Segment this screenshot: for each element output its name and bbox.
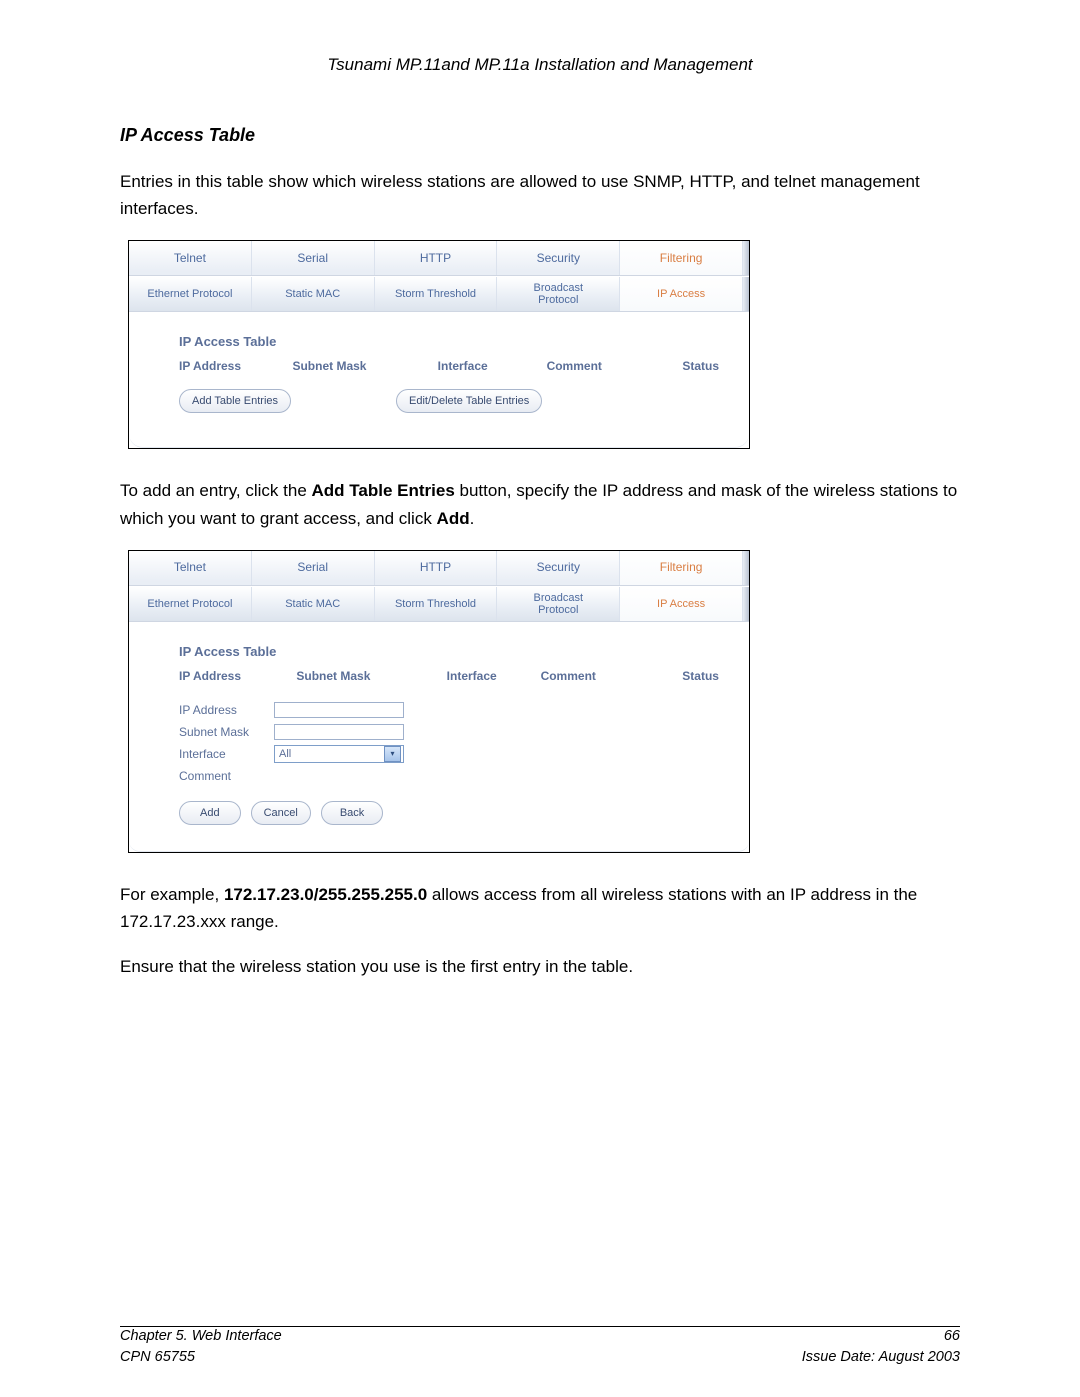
label-ip-address: IP Address: [179, 703, 274, 717]
panel-body: IP Access Table IP Address Subnet Mask I…: [129, 312, 749, 429]
tab-security[interactable]: Security: [497, 551, 620, 585]
top-tab-row: Telnet Serial HTTP Security Filtering: [129, 241, 749, 276]
panel-bottom: [129, 841, 749, 852]
subtab-static-mac[interactable]: Static MAC: [252, 587, 375, 621]
paragraph-add-instructions: To add an entry, click the Add Table Ent…: [120, 477, 960, 531]
bold-add: Add: [437, 509, 470, 528]
button-row: Add Table Entries Edit/Delete Table Entr…: [179, 389, 719, 413]
ip-access-table-title: IP Access Table: [179, 334, 719, 349]
col-comment: Comment: [547, 359, 647, 373]
footer-chapter: Chapter 5. Web Interface: [120, 1326, 282, 1346]
form-row-comment: Comment: [179, 765, 719, 787]
footer-page-number: 66: [802, 1326, 960, 1346]
footer-left: Chapter 5. Web Interface CPN 65755: [120, 1326, 282, 1367]
cancel-button[interactable]: Cancel: [251, 801, 311, 825]
sub-tab-row-2: Ethernet Protocol Static MAC Storm Thres…: [129, 586, 749, 622]
tab-filtering[interactable]: Filtering: [620, 551, 743, 585]
text-fragment: For example,: [120, 885, 224, 904]
add-button[interactable]: Add: [179, 801, 241, 825]
subtab-storm-threshold[interactable]: Storm Threshold: [375, 587, 498, 621]
subtab-static-mac[interactable]: Static MAC: [252, 277, 375, 311]
bold-ip-example: 172.17.23.0/255.255.255.0: [224, 885, 427, 904]
sub-tab-row: Ethernet Protocol Static MAC Storm Thres…: [129, 276, 749, 312]
label-interface: Interface: [179, 747, 274, 761]
col-status: Status: [644, 669, 719, 683]
footer-cpn: CPN 65755: [120, 1347, 282, 1367]
bold-add-table-entries: Add Table Entries: [312, 481, 455, 500]
document-page: Tsunami MP.11and MP.11a Installation and…: [0, 0, 1080, 1397]
col-interface: Interface: [447, 669, 541, 683]
tab-security[interactable]: Security: [497, 241, 620, 275]
input-subnet-mask[interactable]: [274, 724, 404, 740]
table-headers: IP Address Subnet Mask Interface Comment…: [179, 359, 719, 373]
tab-telnet[interactable]: Telnet: [129, 551, 252, 585]
col-subnet-mask: Subnet Mask: [296, 669, 446, 683]
footer-issue-date: Issue Date: August 2003: [802, 1347, 960, 1367]
text-fragment: .: [470, 509, 475, 528]
panel-bottom: [129, 429, 749, 448]
text-fragment: To add an entry, click the: [120, 481, 312, 500]
input-ip-address[interactable]: [274, 702, 404, 718]
table-headers-2: IP Address Subnet Mask Interface Comment…: [179, 669, 719, 683]
select-interface-value: All: [279, 748, 291, 760]
top-tab-row-2: Telnet Serial HTTP Security Filtering: [129, 551, 749, 586]
subtab-broadcast-protocol[interactable]: Broadcast Protocol: [497, 277, 620, 311]
col-subnet-mask: Subnet Mask: [292, 359, 437, 373]
chevron-down-icon: ▾: [384, 746, 401, 762]
section-title: IP Access Table: [120, 125, 960, 146]
paragraph-intro: Entries in this table show which wireles…: [120, 168, 960, 222]
spacer: [301, 389, 396, 413]
select-interface[interactable]: All ▾: [274, 745, 404, 763]
subtab-ethernet-protocol[interactable]: Ethernet Protocol: [129, 277, 252, 311]
ip-access-table-title: IP Access Table: [179, 644, 719, 659]
col-ip-address: IP Address: [179, 669, 296, 683]
subtab-broadcast-protocol[interactable]: Broadcast Protocol: [497, 587, 620, 621]
tab-http[interactable]: HTTP: [375, 551, 498, 585]
screenshot-add-entry: Telnet Serial HTTP Security Filtering Et…: [128, 550, 750, 853]
form-row-mask: Subnet Mask: [179, 721, 719, 743]
tab-serial[interactable]: Serial: [252, 551, 375, 585]
col-status: Status: [646, 359, 719, 373]
paragraph-example: For example, 172.17.23.0/255.255.255.0 a…: [120, 881, 960, 935]
col-interface: Interface: [438, 359, 547, 373]
subtab-ip-access[interactable]: IP Access: [620, 277, 743, 311]
label-comment: Comment: [179, 769, 274, 783]
subtab-storm-threshold[interactable]: Storm Threshold: [375, 277, 498, 311]
add-entry-form: IP Address Subnet Mask Interface All ▾ C…: [179, 699, 719, 787]
subtab-shadow: [743, 277, 749, 311]
tab-shadow: [743, 241, 749, 275]
add-table-entries-button[interactable]: Add Table Entries: [179, 389, 291, 413]
page-footer: Chapter 5. Web Interface CPN 65755 66 Is…: [120, 1326, 960, 1367]
col-comment: Comment: [541, 669, 644, 683]
subtab-ethernet-protocol[interactable]: Ethernet Protocol: [129, 587, 252, 621]
subtab-shadow: [743, 587, 749, 621]
label-subnet-mask: Subnet Mask: [179, 725, 274, 739]
tab-shadow: [743, 551, 749, 585]
document-header: Tsunami MP.11and MP.11a Installation and…: [120, 55, 960, 75]
paragraph-ensure: Ensure that the wireless station you use…: [120, 953, 960, 980]
col-ip-address: IP Address: [179, 359, 292, 373]
form-row-interface: Interface All ▾: [179, 743, 719, 765]
panel-body-2: IP Access Table IP Address Subnet Mask I…: [129, 622, 749, 841]
back-button[interactable]: Back: [321, 801, 383, 825]
tab-serial[interactable]: Serial: [252, 241, 375, 275]
tab-filtering[interactable]: Filtering: [620, 241, 743, 275]
footer-right: 66 Issue Date: August 2003: [802, 1326, 960, 1367]
subtab-ip-access[interactable]: IP Access: [620, 587, 743, 621]
form-row-ip: IP Address: [179, 699, 719, 721]
screenshot-ip-access-table: Telnet Serial HTTP Security Filtering Et…: [128, 240, 750, 449]
tab-telnet[interactable]: Telnet: [129, 241, 252, 275]
form-button-row: Add Cancel Back: [179, 801, 719, 825]
tab-http[interactable]: HTTP: [375, 241, 498, 275]
edit-delete-table-entries-button[interactable]: Edit/Delete Table Entries: [396, 389, 542, 413]
